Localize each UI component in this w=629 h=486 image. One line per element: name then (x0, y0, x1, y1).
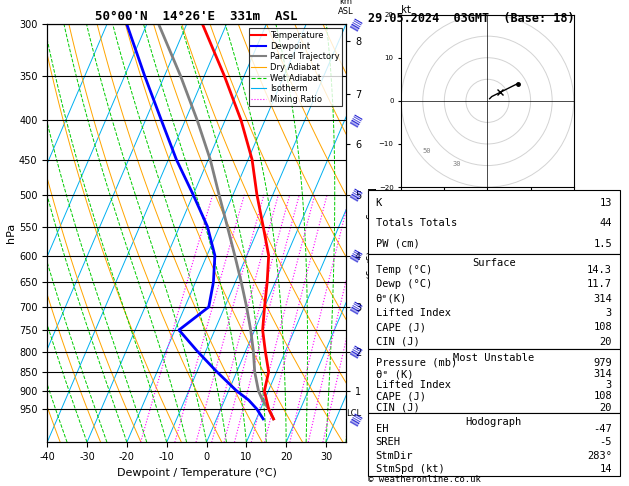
Text: 11.7: 11.7 (587, 279, 612, 289)
Text: Temp (°C): Temp (°C) (376, 265, 431, 275)
Text: Most Unstable: Most Unstable (453, 353, 535, 363)
Text: 2: 2 (172, 442, 177, 448)
Text: 29.05.2024  03GMT  (Base: 18): 29.05.2024 03GMT (Base: 18) (368, 12, 574, 25)
Text: 14: 14 (599, 465, 612, 474)
Text: StmSpd (kt): StmSpd (kt) (376, 465, 444, 474)
Text: K: K (376, 198, 382, 208)
Text: 108: 108 (593, 391, 612, 401)
Text: CAPE (J): CAPE (J) (376, 322, 425, 332)
Text: 3: 3 (194, 442, 198, 448)
Y-axis label: hPa: hPa (6, 223, 16, 243)
Text: LCL: LCL (346, 409, 361, 417)
Text: Lifted Index: Lifted Index (376, 308, 450, 318)
Text: CIN (J): CIN (J) (376, 402, 420, 413)
Text: ǁǁǁ: ǁǁǁ (349, 187, 364, 203)
Text: 108: 108 (593, 322, 612, 332)
Text: Hodograph: Hodograph (465, 417, 522, 428)
Text: Lifted Index: Lifted Index (376, 380, 450, 390)
Text: 20: 20 (599, 336, 612, 347)
Text: 10: 10 (260, 442, 269, 448)
Bar (368, 190, 620, 254)
Text: 6: 6 (232, 442, 237, 448)
Text: 3: 3 (606, 308, 612, 318)
Text: EH: EH (376, 424, 388, 434)
Text: 20: 20 (304, 442, 313, 448)
Bar (368, 348, 620, 413)
Text: Pressure (mb): Pressure (mb) (376, 358, 457, 368)
Y-axis label: Mixing Ratio (g/kg): Mixing Ratio (g/kg) (365, 187, 375, 279)
Text: 20: 20 (599, 402, 612, 413)
Title: 50°00'N  14°26'E  331m  ASL: 50°00'N 14°26'E 331m ASL (96, 10, 298, 23)
Text: © weatheronline.co.uk: © weatheronline.co.uk (368, 474, 481, 484)
Text: Dewp (°C): Dewp (°C) (376, 279, 431, 289)
Text: ǁǁǁ: ǁǁǁ (349, 411, 364, 427)
Text: ǁǁǁ: ǁǁǁ (349, 248, 364, 263)
Text: CIN (J): CIN (J) (376, 336, 420, 347)
Text: 3: 3 (606, 380, 612, 390)
Text: 8: 8 (249, 442, 253, 448)
Text: 44: 44 (599, 218, 612, 228)
Text: SREH: SREH (376, 437, 401, 447)
Text: ǁǁǁ: ǁǁǁ (349, 344, 364, 359)
Text: 283°: 283° (587, 451, 612, 461)
Text: θᵉ(K): θᵉ(K) (376, 294, 407, 303)
Text: 314: 314 (593, 294, 612, 303)
Text: θᵉ (K): θᵉ (K) (376, 369, 413, 379)
Text: km
ASL: km ASL (338, 0, 353, 16)
Text: 13: 13 (599, 198, 612, 208)
Text: ǁǁǁ: ǁǁǁ (349, 112, 364, 128)
Text: Surface: Surface (472, 259, 516, 268)
Text: ǁǁǁ: ǁǁǁ (349, 17, 364, 32)
Text: 314: 314 (593, 369, 612, 379)
Text: 5: 5 (222, 442, 226, 448)
Text: 30: 30 (453, 160, 462, 167)
Text: Totals Totals: Totals Totals (376, 218, 457, 228)
Text: 15: 15 (286, 442, 294, 448)
Text: 1: 1 (138, 442, 143, 448)
Text: StmDir: StmDir (376, 451, 413, 461)
Text: 4: 4 (209, 442, 214, 448)
Text: -5: -5 (599, 437, 612, 447)
Text: ǁǁǁ: ǁǁǁ (349, 299, 364, 315)
Text: -47: -47 (593, 424, 612, 434)
Text: 1.5: 1.5 (593, 239, 612, 249)
Text: 14.3: 14.3 (587, 265, 612, 275)
Text: kt: kt (401, 4, 413, 15)
Text: PW (cm): PW (cm) (376, 239, 420, 249)
Text: 979: 979 (593, 358, 612, 368)
Text: 50: 50 (423, 148, 431, 154)
Bar (368, 413, 620, 476)
Text: 25: 25 (318, 442, 327, 448)
Text: CAPE (J): CAPE (J) (376, 391, 425, 401)
Bar (368, 254, 620, 348)
Legend: Temperature, Dewpoint, Parcel Trajectory, Dry Adiabat, Wet Adiabat, Isotherm, Mi: Temperature, Dewpoint, Parcel Trajectory… (249, 29, 342, 106)
X-axis label: Dewpoint / Temperature (°C): Dewpoint / Temperature (°C) (116, 468, 277, 478)
